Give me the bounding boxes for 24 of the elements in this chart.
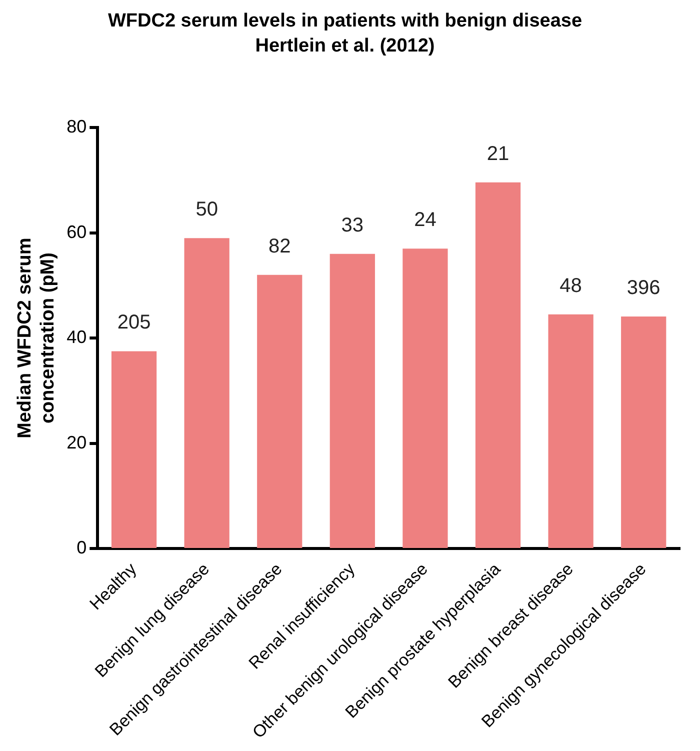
annotation: 50 <box>196 198 218 221</box>
bar <box>257 274 302 548</box>
bar <box>402 248 448 548</box>
bar <box>621 316 666 548</box>
bar <box>330 254 375 548</box>
bar <box>548 314 594 548</box>
y-tick-label: 60 <box>66 222 87 242</box>
y-tick-label: 0 <box>76 537 87 558</box>
bar <box>184 238 230 548</box>
chart-subtitle: Hertlein et al. (2012) <box>255 35 435 56</box>
annotation: 48 <box>560 274 582 297</box>
y-tick-label: 80 <box>66 116 87 137</box>
y-tick-label: 20 <box>66 432 87 452</box>
annotation: 33 <box>341 214 364 236</box>
y-tick-label: 40 <box>66 327 87 348</box>
chart-title: WFDC2 serum levels in patients with benign disease <box>108 10 582 32</box>
annotation: 21 <box>486 142 510 165</box>
annotation: 24 <box>414 209 436 232</box>
annotation: 396 <box>626 277 660 299</box>
y-axis-title: Median WFDC2 serum concentration (pM) <box>14 238 58 438</box>
bar <box>475 182 521 548</box>
annotation: 82 <box>268 235 291 258</box>
bar <box>111 351 157 548</box>
annotation: 205 <box>117 312 151 334</box>
